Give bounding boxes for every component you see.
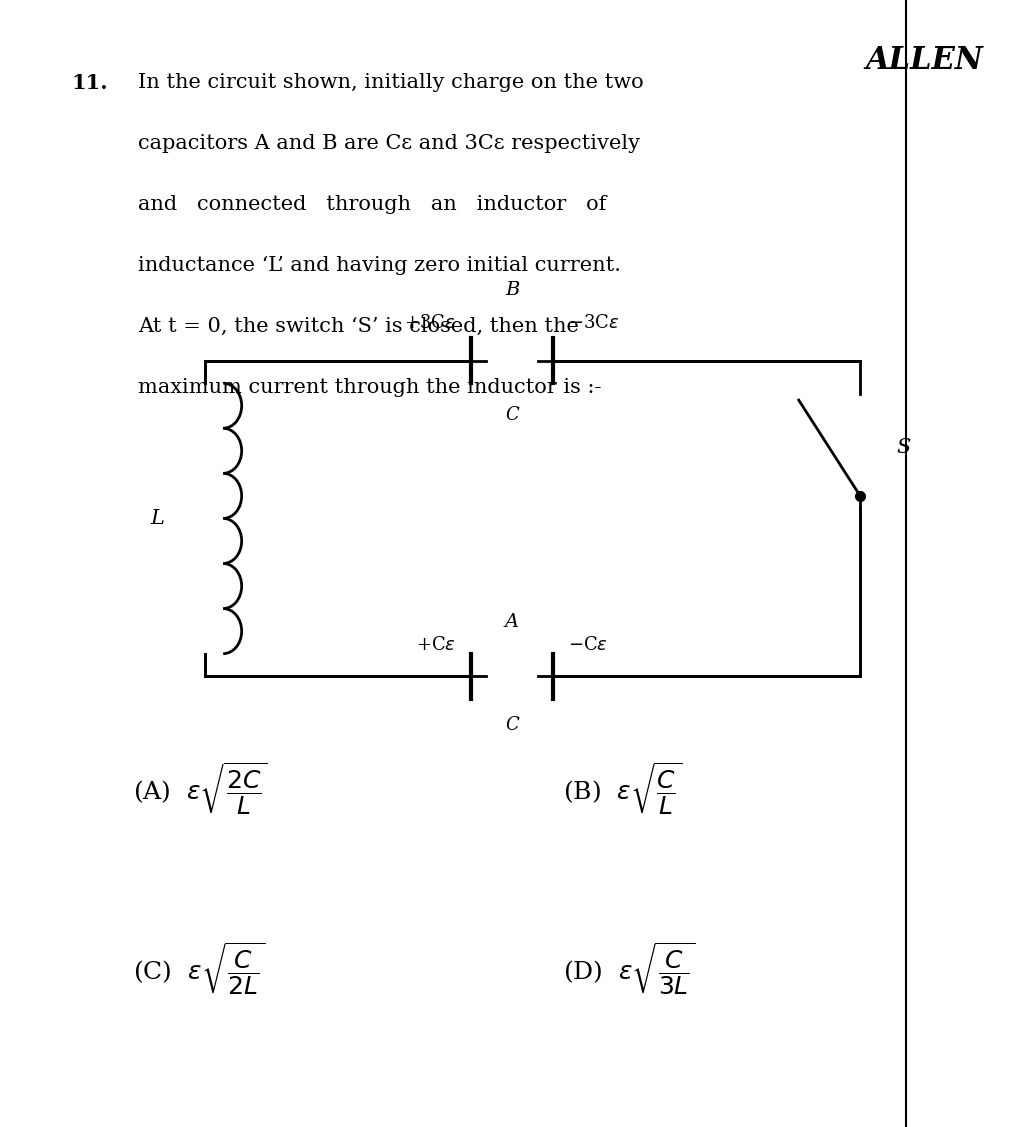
Text: S: S [896, 438, 910, 458]
Text: +3C$\varepsilon$: +3C$\varepsilon$ [404, 314, 456, 332]
Text: $-$C$\varepsilon$: $-$C$\varepsilon$ [568, 636, 608, 654]
Text: inductance ‘L’ and having zero initial current.: inductance ‘L’ and having zero initial c… [138, 256, 622, 275]
Text: maximum current through the inductor is :-: maximum current through the inductor is … [138, 378, 602, 397]
Text: In the circuit shown, initially charge on the two: In the circuit shown, initially charge o… [138, 73, 644, 92]
Text: L: L [150, 509, 164, 527]
Text: B: B [505, 281, 519, 299]
Text: (A)  $\varepsilon\sqrt{\dfrac{2C}{L}}$: (A) $\varepsilon\sqrt{\dfrac{2C}{L}}$ [133, 761, 268, 817]
Text: (C)  $\varepsilon\sqrt{\dfrac{C}{2L}}$: (C) $\varepsilon\sqrt{\dfrac{C}{2L}}$ [133, 941, 265, 997]
Text: +C$\varepsilon$: +C$\varepsilon$ [416, 636, 456, 654]
Text: 11.: 11. [72, 73, 109, 94]
Text: At t = 0, the switch ‘S’ is closed, then the: At t = 0, the switch ‘S’ is closed, then… [138, 317, 580, 336]
Text: capacitors A and B are Cε and 3Cε respectively: capacitors A and B are Cε and 3Cε respec… [138, 134, 640, 153]
Text: and   connected   through   an   inductor   of: and connected through an inductor of [138, 195, 606, 214]
Text: A: A [505, 613, 519, 631]
Text: C: C [505, 406, 519, 424]
Text: (B)  $\varepsilon\sqrt{\dfrac{C}{L}}$: (B) $\varepsilon\sqrt{\dfrac{C}{L}}$ [563, 761, 682, 817]
Text: ALLEN: ALLEN [865, 45, 983, 77]
Text: C: C [505, 716, 519, 734]
Text: (D)  $\varepsilon\sqrt{\dfrac{C}{3L}}$: (D) $\varepsilon\sqrt{\dfrac{C}{3L}}$ [563, 941, 696, 997]
Text: $-$3C$\varepsilon$: $-$3C$\varepsilon$ [568, 314, 620, 332]
